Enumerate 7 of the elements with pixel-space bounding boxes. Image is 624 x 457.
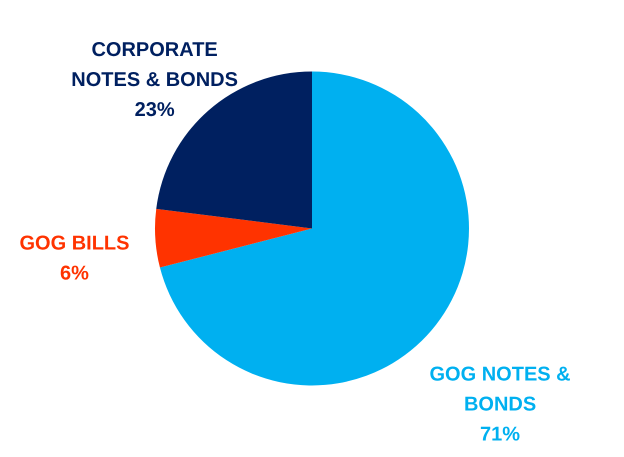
pie-slice — [155, 208, 312, 268]
data-label: 6% — [60, 262, 90, 284]
data-label: 71% — [480, 423, 520, 446]
slice-label: GOG NOTES & BONDS — [429, 363, 571, 416]
slice-label: CORPORATE NOTES & BONDS — [71, 38, 238, 91]
slice-label: GOG BILLS — [19, 232, 130, 254]
data-label: 23% — [134, 98, 175, 121]
